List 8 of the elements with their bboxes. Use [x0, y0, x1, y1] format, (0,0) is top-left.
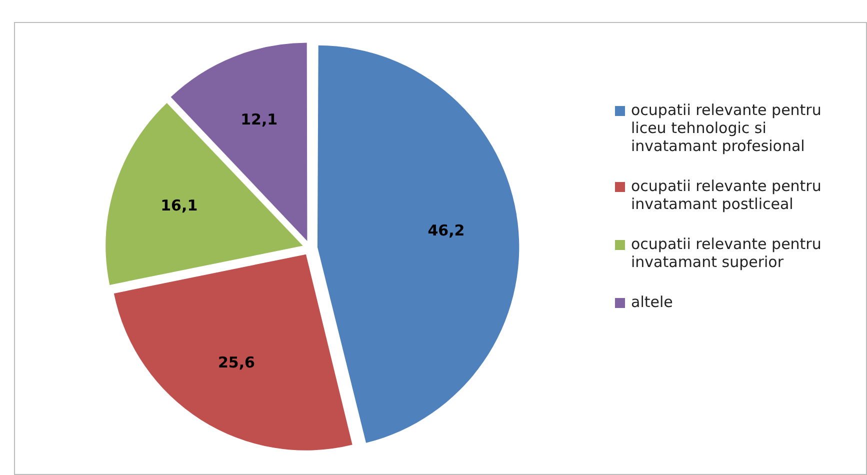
data-label: 25,6: [218, 354, 255, 372]
legend-label: ocupatii relevante pentru invatamant superior: [631, 235, 822, 271]
legend-label: altele: [631, 293, 673, 311]
legend-label: ocupatii relevante pentru liceu tehnologic si invatamant profesional: [631, 101, 822, 155]
data-label: 16,1: [160, 196, 198, 215]
legend-label: ocupatii relevante pentru invatamant postliceal: [631, 177, 822, 213]
data-label: 12,1: [240, 110, 278, 128]
data-label: 46,2: [428, 222, 465, 240]
